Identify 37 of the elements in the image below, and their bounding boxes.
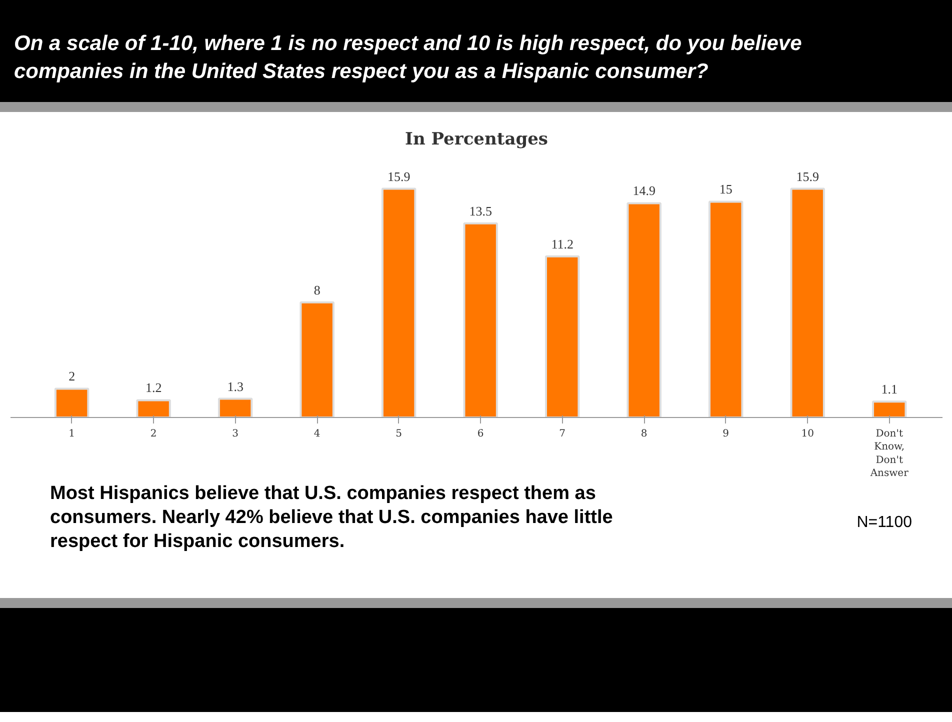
chart-subtitle: In Percentages — [405, 130, 548, 150]
x-tick-label: 5 — [396, 428, 402, 440]
data-label: 1.3 — [227, 378, 244, 394]
bar — [544, 255, 580, 418]
data-label: 15.9 — [796, 168, 819, 184]
data-label: 8 — [314, 282, 320, 298]
bar — [463, 222, 498, 418]
data-label: 11.2 — [551, 236, 574, 252]
bar — [790, 188, 825, 418]
x-tick-label: 4 — [314, 428, 320, 440]
x-tick-label: Don't Know, Don't Answer — [869, 428, 909, 480]
data-label: 14.9 — [632, 183, 656, 198]
bar — [54, 388, 90, 418]
data-label: 15.9 — [387, 168, 410, 184]
bar — [708, 200, 744, 418]
data-label: 1.2 — [145, 380, 162, 396]
data-label: 13.5 — [469, 203, 492, 218]
x-tick-label: 8 — [640, 428, 648, 440]
x-tick-label: 7 — [559, 428, 566, 440]
bar — [872, 400, 907, 418]
x-tick-label: 3 — [232, 428, 239, 440]
bar — [300, 301, 334, 418]
bar — [218, 398, 253, 418]
x-tick-label: 9 — [722, 428, 730, 440]
data-label: 2 — [68, 368, 76, 384]
bar — [626, 202, 662, 418]
text: N=1100 — [856, 513, 913, 533]
x-tick-label: 1 — [68, 428, 76, 440]
bar — [136, 399, 171, 418]
x-tick-label: 10 — [801, 428, 814, 440]
text: Most Hispanics believe that U.S. companies respect them as consumers. Nearly 42% believe that U.S. companies have little respect for Hispanic consumers. — [49, 482, 614, 554]
data-label: 15 — [719, 182, 732, 197]
bar — [381, 188, 416, 418]
x-tick-label: 2 — [150, 428, 157, 440]
x-tick-label: 6 — [477, 428, 484, 440]
data-label: 1.1 — [881, 382, 898, 397]
title: On a scale of 1-10, where 1 is no respect and 10 is high respect, do you believe companies in the United States respect you as a Hispanic consumer? — [0, 0, 952, 112]
